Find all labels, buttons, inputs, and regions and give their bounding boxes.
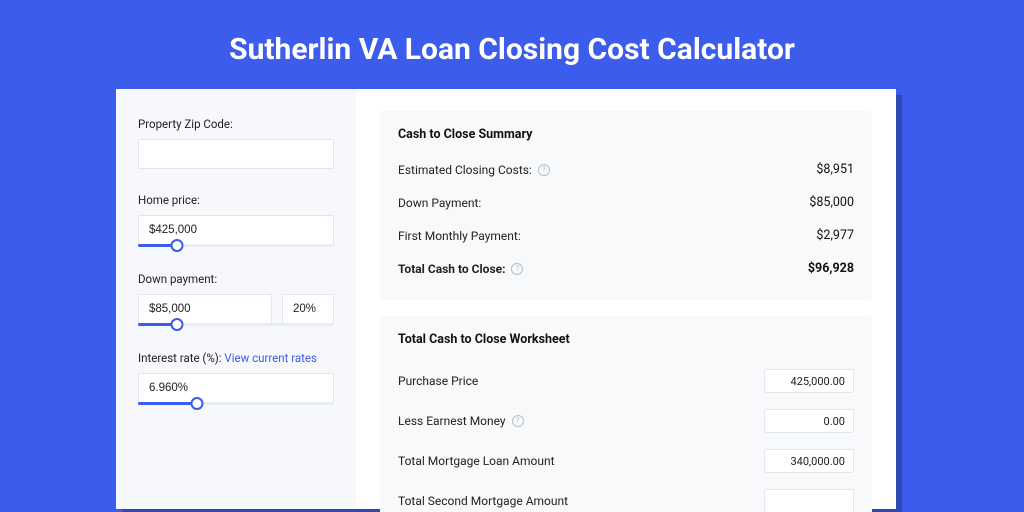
interest-input[interactable]: [138, 373, 334, 403]
summary-row-label: Estimated Closing Costs:: [398, 163, 532, 177]
worksheet-title: Total Cash to Close Worksheet: [398, 332, 854, 347]
home-price-label: Home price:: [138, 193, 334, 207]
summary-panel: Cash to Close Summary Estimated Closing …: [380, 111, 872, 300]
summary-row-value: $85,000: [809, 195, 854, 210]
down-payment-slider[interactable]: [138, 323, 334, 337]
summary-row-label: First Monthly Payment:: [398, 229, 521, 243]
home-price-input[interactable]: [138, 215, 334, 245]
worksheet-row-value[interactable]: 425,000.00: [764, 369, 854, 393]
summary-row: Estimated Closing Costs: ? $8,951: [398, 156, 854, 189]
interest-label: Interest rate (%):: [138, 351, 224, 365]
worksheet-row-label: Less Earnest Money: [398, 414, 506, 428]
interest-label-row: Interest rate (%): View current rates: [138, 351, 334, 365]
form-panel: Property Zip Code: Home price: Down paym…: [116, 89, 356, 509]
slider-thumb[interactable]: [171, 239, 184, 252]
summary-title: Cash to Close Summary: [398, 127, 854, 142]
worksheet-row-label: Total Second Mortgage Amount: [398, 494, 568, 508]
page-title: Sutherlin VA Loan Closing Cost Calculato…: [229, 32, 795, 67]
help-icon[interactable]: ?: [512, 415, 524, 427]
results-panel: Cash to Close Summary Estimated Closing …: [356, 89, 896, 509]
summary-row-total: Total Cash to Close: ? $96,928: [398, 255, 854, 288]
view-rates-link[interactable]: View current rates: [224, 351, 317, 365]
slider-thumb[interactable]: [190, 397, 203, 410]
page-root: Sutherlin VA Loan Closing Cost Calculato…: [0, 0, 1024, 512]
calculator-card: Property Zip Code: Home price: Down paym…: [116, 89, 896, 509]
summary-row-value: $96,928: [808, 261, 854, 276]
home-price-slider[interactable]: [138, 244, 334, 258]
worksheet-row-value[interactable]: 0.00: [764, 409, 854, 433]
worksheet-row-label: Total Mortgage Loan Amount: [398, 454, 555, 468]
worksheet-row: Total Second Mortgage Amount: [398, 481, 854, 512]
help-icon[interactable]: ?: [511, 263, 523, 275]
worksheet-row: Total Mortgage Loan Amount 340,000.00: [398, 441, 854, 481]
down-payment-input[interactable]: [138, 294, 272, 324]
zip-input[interactable]: [138, 139, 334, 169]
down-payment-label: Down payment:: [138, 272, 334, 286]
worksheet-row-value[interactable]: [764, 489, 854, 512]
worksheet-panel: Total Cash to Close Worksheet Purchase P…: [380, 316, 872, 512]
summary-row: First Monthly Payment: $2,977: [398, 222, 854, 255]
down-payment-pct-input[interactable]: [282, 294, 334, 324]
worksheet-row-label: Purchase Price: [398, 374, 478, 388]
interest-slider[interactable]: [138, 402, 334, 416]
worksheet-row-value[interactable]: 340,000.00: [764, 449, 854, 473]
summary-row-label: Down Payment:: [398, 196, 481, 210]
slider-thumb[interactable]: [171, 318, 184, 331]
card-shadow: Property Zip Code: Home price: Down paym…: [122, 95, 902, 512]
summary-row-value: $2,977: [816, 228, 854, 243]
summary-row-value: $8,951: [816, 162, 854, 177]
summary-row-label: Total Cash to Close:: [398, 262, 505, 276]
zip-label: Property Zip Code:: [138, 117, 334, 131]
worksheet-row: Less Earnest Money ? 0.00: [398, 401, 854, 441]
summary-row: Down Payment: $85,000: [398, 189, 854, 222]
help-icon[interactable]: ?: [538, 164, 550, 176]
worksheet-row: Purchase Price 425,000.00: [398, 361, 854, 401]
